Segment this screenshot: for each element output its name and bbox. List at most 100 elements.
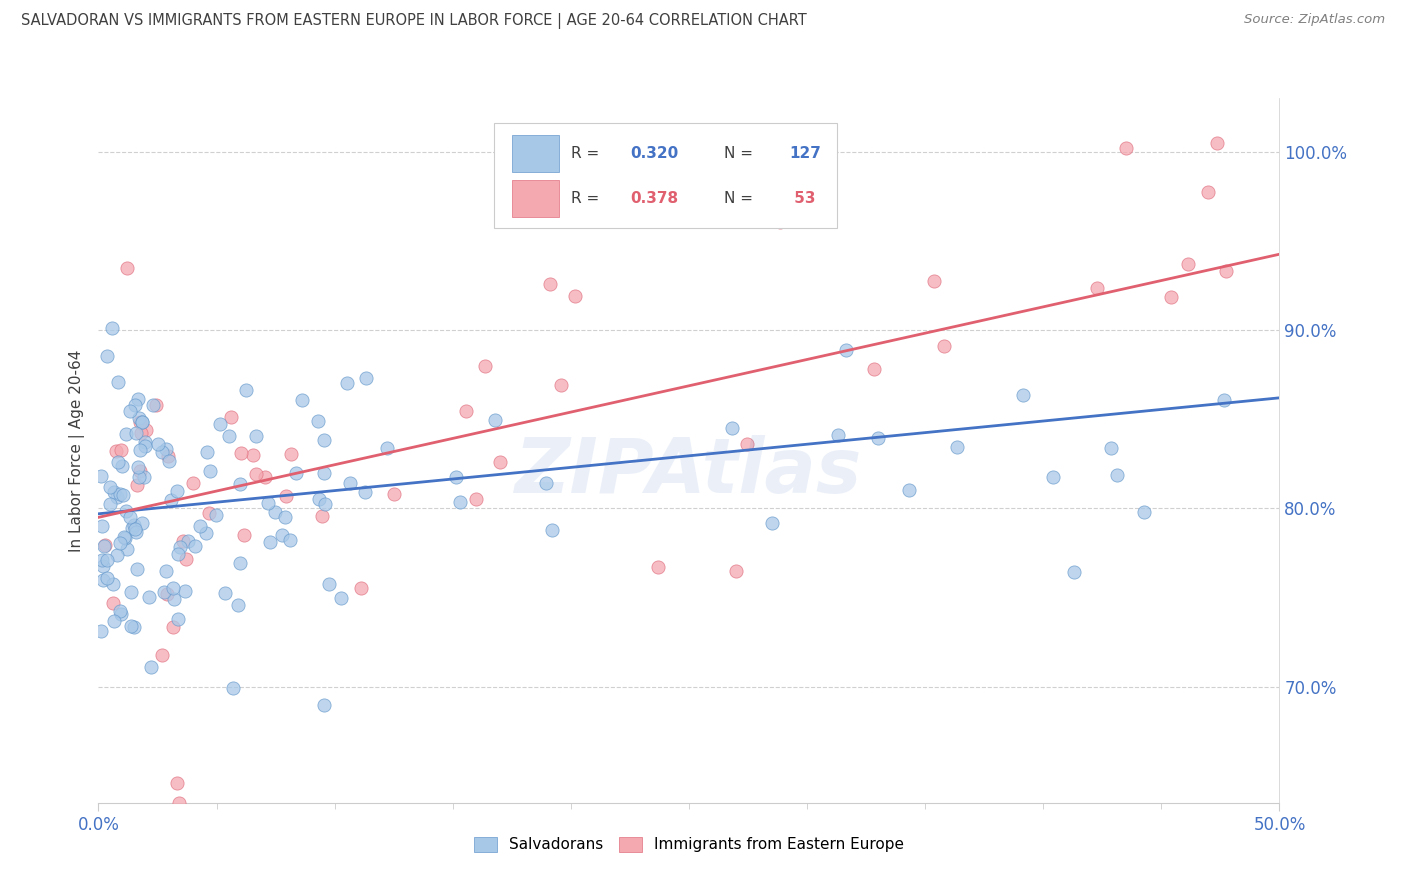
- Point: [233, 528, 256, 542]
- Point: [125, 425, 148, 440]
- Point: [229, 476, 252, 491]
- Point: [162, 582, 184, 596]
- Point: [166, 484, 188, 499]
- Point: [114, 531, 136, 545]
- Point: [129, 464, 152, 478]
- Point: [218, 429, 240, 443]
- Point: [156, 587, 179, 601]
- Text: ZIPAtlas: ZIPAtlas: [515, 434, 863, 508]
- Point: [456, 404, 478, 418]
- Point: [141, 660, 163, 674]
- Point: [90, 468, 112, 483]
- Point: [169, 796, 191, 810]
- Point: [157, 454, 180, 468]
- Point: [122, 620, 145, 634]
- Point: [314, 467, 336, 481]
- Point: [105, 490, 128, 504]
- Point: [122, 517, 145, 532]
- Point: [90, 553, 112, 567]
- Point: [115, 542, 138, 557]
- Point: [110, 487, 132, 501]
- Point: [124, 398, 146, 412]
- Point: [94, 539, 117, 553]
- Point: [114, 504, 136, 518]
- Point: [150, 648, 173, 662]
- Point: [1011, 388, 1033, 402]
- Y-axis label: In Labor Force | Age 20-64: In Labor Force | Age 20-64: [69, 350, 84, 551]
- Point: [96, 552, 118, 566]
- Point: [128, 469, 150, 483]
- Point: [769, 215, 792, 229]
- Point: [922, 274, 945, 288]
- Point: [131, 415, 153, 429]
- Point: [166, 775, 188, 789]
- Point: [134, 440, 156, 454]
- Legend: Salvadorans, Immigrants from Eastern Europe: Salvadorans, Immigrants from Eastern Eur…: [468, 830, 910, 859]
- Point: [863, 362, 886, 376]
- Point: [135, 423, 157, 437]
- Point: [264, 505, 287, 519]
- Point: [550, 377, 572, 392]
- Point: [356, 371, 378, 385]
- Point: [173, 583, 195, 598]
- Point: [198, 506, 221, 520]
- Point: [280, 446, 302, 460]
- Point: [564, 289, 586, 303]
- Text: N =: N =: [724, 145, 758, 161]
- Point: [1205, 136, 1227, 150]
- Point: [1099, 441, 1122, 455]
- Point: [538, 277, 561, 291]
- Point: [103, 614, 125, 628]
- Point: [131, 415, 153, 429]
- Point: [307, 414, 329, 428]
- Point: [1063, 565, 1085, 579]
- Point: [1085, 281, 1108, 295]
- Point: [350, 581, 373, 595]
- Point: [107, 455, 129, 469]
- Point: [489, 455, 512, 469]
- Point: [226, 598, 249, 612]
- Point: [1160, 290, 1182, 304]
- Point: [314, 698, 336, 713]
- Point: [274, 490, 297, 504]
- Point: [177, 533, 200, 548]
- Point: [208, 417, 231, 431]
- Point: [1107, 467, 1129, 482]
- Point: [120, 619, 142, 633]
- Point: [146, 436, 169, 450]
- Point: [129, 425, 152, 440]
- Point: [647, 560, 669, 574]
- Point: [124, 522, 146, 536]
- Point: [318, 577, 340, 591]
- Point: [382, 486, 405, 500]
- Point: [1177, 257, 1199, 271]
- Text: SALVADORAN VS IMMIGRANTS FROM EASTERN EUROPE IN LABOR FORCE | AGE 20-64 CORRELAT: SALVADORAN VS IMMIGRANTS FROM EASTERN EU…: [21, 13, 807, 29]
- Point: [536, 475, 558, 490]
- Point: [167, 547, 190, 561]
- Point: [101, 596, 124, 610]
- Bar: [512, 180, 560, 217]
- Point: [271, 528, 294, 542]
- Point: [1133, 506, 1156, 520]
- Point: [245, 467, 267, 481]
- Point: [375, 441, 398, 455]
- Point: [169, 541, 191, 555]
- Point: [291, 392, 314, 407]
- Point: [117, 260, 139, 275]
- Text: N =: N =: [724, 192, 758, 206]
- Point: [96, 349, 118, 363]
- Point: [157, 449, 180, 463]
- Point: [198, 464, 221, 478]
- Point: [720, 420, 742, 434]
- Point: [229, 557, 252, 571]
- Bar: [512, 136, 560, 172]
- Point: [735, 437, 758, 451]
- Point: [121, 521, 143, 535]
- Text: 127: 127: [789, 145, 821, 161]
- Point: [205, 508, 228, 522]
- Point: [724, 565, 747, 579]
- Point: [131, 516, 153, 530]
- Point: [101, 577, 124, 591]
- Text: R =: R =: [571, 192, 605, 206]
- Point: [110, 604, 132, 618]
